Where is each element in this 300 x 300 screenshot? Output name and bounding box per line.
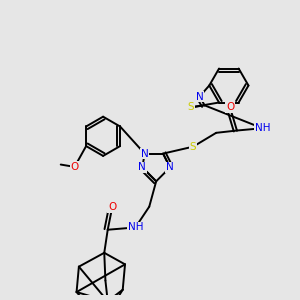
Text: O: O	[70, 162, 79, 172]
Text: N: N	[139, 162, 146, 172]
Text: N: N	[196, 92, 203, 101]
Text: O: O	[108, 202, 116, 212]
Text: N: N	[166, 162, 174, 172]
Text: NH: NH	[255, 123, 270, 133]
Text: S: S	[188, 102, 194, 112]
Text: O: O	[226, 102, 234, 112]
Text: S: S	[190, 142, 196, 152]
Text: NH: NH	[128, 222, 143, 233]
Text: N: N	[141, 148, 148, 159]
